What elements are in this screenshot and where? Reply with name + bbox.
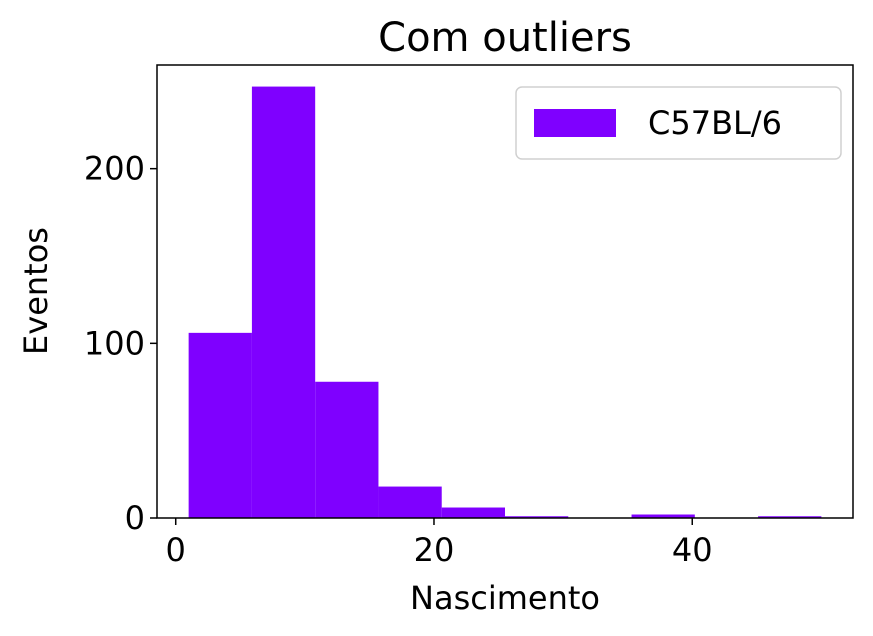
legend-box <box>515 86 842 160</box>
y-axis-label: Eventos <box>17 227 55 355</box>
bar <box>188 332 252 518</box>
bar <box>505 516 569 518</box>
y-tick-label: 200 <box>84 150 145 188</box>
plot-frame <box>156 64 854 519</box>
legend-label: C57BL/6 <box>648 104 782 142</box>
bar <box>378 486 442 518</box>
chart-title: Com outliers <box>378 15 632 61</box>
bar <box>315 381 379 518</box>
bar <box>251 86 316 519</box>
x-axis-label: Nascimento <box>410 579 600 617</box>
y-tick-label: 0 <box>125 499 145 537</box>
bar <box>758 516 822 518</box>
y-tick-label: 100 <box>84 324 145 362</box>
bar <box>631 514 695 518</box>
x-tick-label: 40 <box>672 531 713 569</box>
x-tick-label: 0 <box>166 531 186 569</box>
x-tick-label: 20 <box>414 531 455 569</box>
legend-swatch <box>534 109 616 137</box>
bar <box>441 507 505 518</box>
